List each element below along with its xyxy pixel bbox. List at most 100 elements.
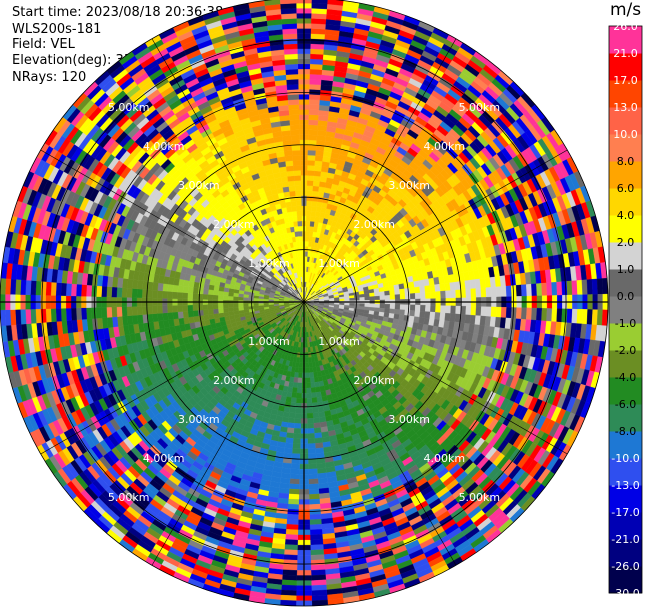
- velocity-gate: [315, 391, 322, 398]
- velocity-gate: [290, 468, 300, 475]
- velocity-gate: [305, 382, 311, 389]
- velocity-gate: [308, 478, 319, 485]
- velocity-gate: [389, 289, 396, 296]
- velocity-gate: [306, 190, 313, 197]
- velocity-gate: [310, 38, 325, 45]
- field-label: Field: VEL: [12, 37, 75, 52]
- velocity-gate: [308, 493, 320, 500]
- velocity-gate: [285, 529, 299, 536]
- velocity-gate: [425, 291, 431, 299]
- velocity-gate: [311, 584, 327, 591]
- velocity-gate: [304, 332, 307, 338]
- velocity-gate: [309, 367, 314, 373]
- velocity-gate: [281, 579, 297, 586]
- velocity-gate: [297, 382, 303, 389]
- velocity-gate: [308, 357, 313, 363]
- velocity-gate: [311, 589, 328, 596]
- velocity-gate: [308, 114, 319, 121]
- velocity-gate: [307, 149, 317, 156]
- velocity-gate: [283, 549, 298, 556]
- velocity-gate: [304, 337, 308, 343]
- velocity-gate: [308, 463, 318, 470]
- velocity-gate: [389, 294, 396, 300]
- velocity-gate: [281, 584, 297, 591]
- velocity-gate: [440, 290, 446, 299]
- velocity-gate: [480, 306, 487, 317]
- velocity-gate: [315, 150, 324, 157]
- velocity-gate: [309, 503, 321, 510]
- velocity-gate: [287, 503, 299, 510]
- velocity-gate: [311, 195, 319, 202]
- velocity-gate: [307, 175, 315, 181]
- velocity-gate: [294, 412, 302, 419]
- velocity-gate: [311, 23, 327, 30]
- velocity-gate: [429, 311, 436, 320]
- velocity-gate: [485, 287, 492, 298]
- velocity-gate: [383, 286, 390, 292]
- velocity-gate: [313, 175, 321, 182]
- velocity-gate: [526, 307, 533, 321]
- velocity-gate: [288, 493, 300, 500]
- velocity-gate: [434, 283, 441, 292]
- velocity-gate: [284, 544, 298, 551]
- velocity-gate: [310, 33, 326, 40]
- velocity-gate: [311, 574, 327, 581]
- velocity-gate: [430, 305, 436, 313]
- velocity-gate: [309, 513, 322, 520]
- velocity-gate: [334, 299, 340, 302]
- velocity-gate: [298, 367, 303, 374]
- velocity-gate: [296, 392, 302, 399]
- velocity-gate: [369, 292, 375, 297]
- velocity-gate: [292, 382, 298, 389]
- velocity-gate: [289, 483, 300, 490]
- velocity-gate: [399, 304, 406, 311]
- velocity-gate: [313, 371, 318, 378]
- velocity-gate: [311, 579, 327, 586]
- velocity-gate: [470, 288, 477, 298]
- velocity-gate: [306, 392, 312, 399]
- velocity-gate: [329, 299, 335, 302]
- velocity-gate: [394, 294, 401, 300]
- velocity-gate: [373, 288, 380, 293]
- velocity-gate: [596, 309, 603, 326]
- velocity-gate: [305, 347, 309, 353]
- velocity-gate: [280, 589, 297, 596]
- velocity-gate: [309, 73, 323, 80]
- velocity-gate: [379, 303, 386, 309]
- velocity-gates: [0, 0, 609, 607]
- velocity-gate: [439, 312, 446, 321]
- velocity-gate: [490, 286, 497, 298]
- velocity-gate: [309, 63, 323, 70]
- velocity-gate: [311, 402, 319, 409]
- velocity-gate: [305, 362, 310, 368]
- velocity-gate: [309, 524, 323, 531]
- velocity-gate: [420, 292, 426, 300]
- velocity-gate: [470, 306, 477, 316]
- velocity-gate: [536, 283, 543, 297]
- velocity-gate: [414, 310, 421, 318]
- velocity-gate: [309, 519, 322, 526]
- velocity-gate: [305, 220, 311, 227]
- velocity-gate: [285, 437, 294, 444]
- velocity-gate: [308, 483, 319, 490]
- velocity-gate: [374, 303, 381, 309]
- velocity-gate: [556, 308, 563, 323]
- velocity-gate: [305, 230, 310, 237]
- velocity-gate: [444, 312, 451, 322]
- velocity-gate: [389, 308, 396, 315]
- velocity-gate: [309, 498, 321, 505]
- velocity-gate: [379, 291, 385, 297]
- velocity-gate: [286, 427, 295, 434]
- velocity-gate: [485, 306, 492, 317]
- velocity-gate: [310, 48, 325, 55]
- velocity-gate: [581, 309, 588, 325]
- velocity-gate: [515, 284, 522, 297]
- velocity-gate: [291, 453, 301, 460]
- velocity-gate: [280, 594, 297, 601]
- velocity-gate: [354, 294, 360, 299]
- velocity-gate: [308, 468, 318, 475]
- velocity-gate: [310, 564, 326, 571]
- velocity-gate: [414, 292, 421, 300]
- velocity-gate: [291, 387, 298, 394]
